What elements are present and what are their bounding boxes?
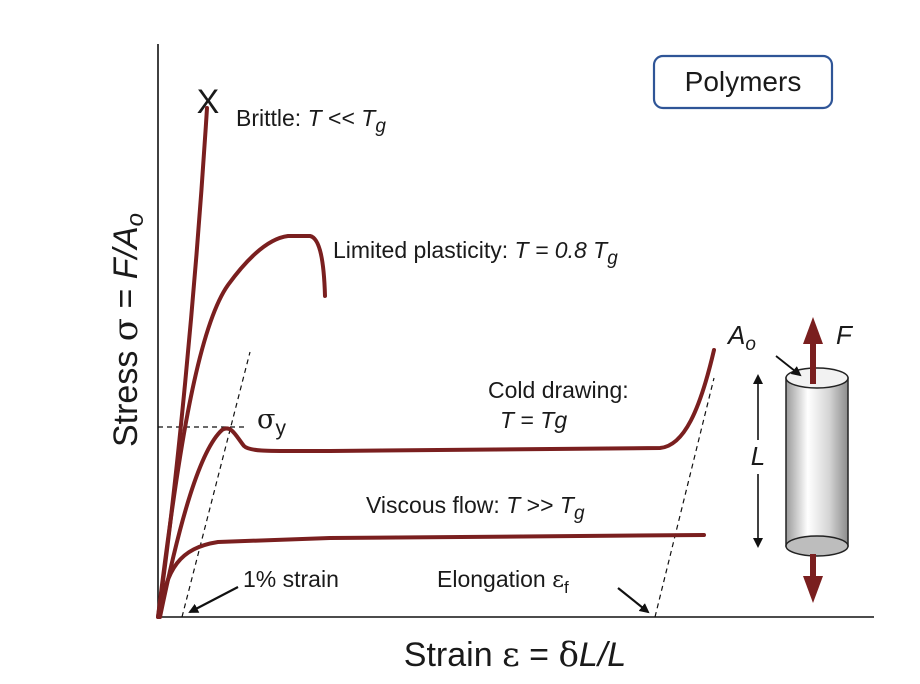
limited-cond-tg: T [593, 237, 609, 263]
force-arrow-down-head [803, 576, 823, 603]
elongation-arrow [617, 587, 650, 614]
area-sub: o [745, 334, 756, 355]
y-axis-label-prefix: Stress [107, 341, 145, 447]
length-label: L [751, 441, 765, 471]
area-letter: A [726, 320, 745, 350]
viscous-cond-tg: T [560, 492, 576, 518]
yield-stress-label: σy [257, 404, 286, 440]
cold-cond-t: T [500, 407, 516, 433]
x-axis-label-prefix: Strain [404, 636, 502, 674]
limited-plasticity-label: Limited plasticity: T = 0.8 Tg [333, 237, 618, 269]
x-axis-label: Strain ε = δL/L [404, 635, 626, 675]
x-axis-eq: = [520, 636, 559, 674]
brittle-cond-t: T [308, 105, 324, 131]
brittle-label: Brittle: T << Tg [236, 105, 386, 137]
yield-sigma: σ [257, 404, 275, 435]
y-axis-label: Stress σ = F/Ao [106, 213, 149, 447]
viscous-cond-t: T [506, 492, 522, 518]
y-axis-formula: F/A [107, 226, 145, 279]
one-percent-strain-label: 1% strain [243, 566, 339, 592]
fracture-mark: X [197, 83, 220, 121]
brittle-cond-op: << [322, 105, 362, 131]
x-axis-epsilon: ε [502, 635, 520, 675]
force-label: F [836, 320, 854, 350]
limited-cond-op: = 0.8 [529, 237, 594, 263]
elongation-offset-line [654, 377, 715, 618]
area-pointer [775, 355, 802, 377]
brittle-label-text: Brittle: [236, 105, 308, 131]
cold-drawing-label-line2: T = Tg [500, 407, 567, 433]
offset-line-1pct [181, 351, 251, 618]
viscous-label-text: Viscous flow: [366, 492, 506, 518]
brittle-cond-sub: g [375, 116, 386, 137]
brittle-cond-tg: T [361, 105, 377, 131]
y-axis-sigma: σ [106, 318, 146, 341]
one-percent-arrow [188, 586, 239, 613]
limited-cond-sub: g [607, 248, 618, 269]
viscous-cond-op: >> [520, 492, 560, 518]
tensile-specimen: L Ao F [726, 317, 854, 603]
cold-cond-op: = [514, 407, 540, 433]
x-axis-delta: δ [558, 635, 578, 675]
polymers-badge: Polymers [652, 54, 834, 110]
cylinder-body [785, 377, 849, 547]
y-axis-eq: = [107, 279, 145, 318]
force-arrow-up-head [803, 317, 823, 344]
cold-drawing-curve [158, 348, 716, 619]
elongation-epsilon: ε [552, 567, 564, 593]
y-axis-sub: o [122, 213, 149, 226]
cold-cond-tg: Tg [540, 407, 567, 433]
elongation-label: Elongation εf [437, 566, 569, 597]
viscous-flow-label: Viscous flow: T >> Tg [366, 492, 585, 524]
yield-sub: y [275, 417, 286, 440]
limited-plasticity-curve [156, 234, 327, 619]
limited-label-text: Limited plasticity: [333, 237, 515, 263]
cold-drawing-label-line1: Cold drawing: [488, 377, 629, 403]
limited-cond-t: T [515, 237, 531, 263]
x-axis-formula: L/L [579, 636, 626, 674]
cylinder-bottom [785, 535, 849, 557]
badge-frame [652, 54, 834, 110]
viscous-flow-curve [157, 533, 706, 619]
badge-text: Polymers [685, 66, 802, 97]
elongation-text: Elongation [437, 566, 552, 592]
elongation-sub: f [564, 578, 569, 597]
viscous-cond-sub: g [574, 503, 585, 524]
area-label: Ao [726, 320, 756, 355]
